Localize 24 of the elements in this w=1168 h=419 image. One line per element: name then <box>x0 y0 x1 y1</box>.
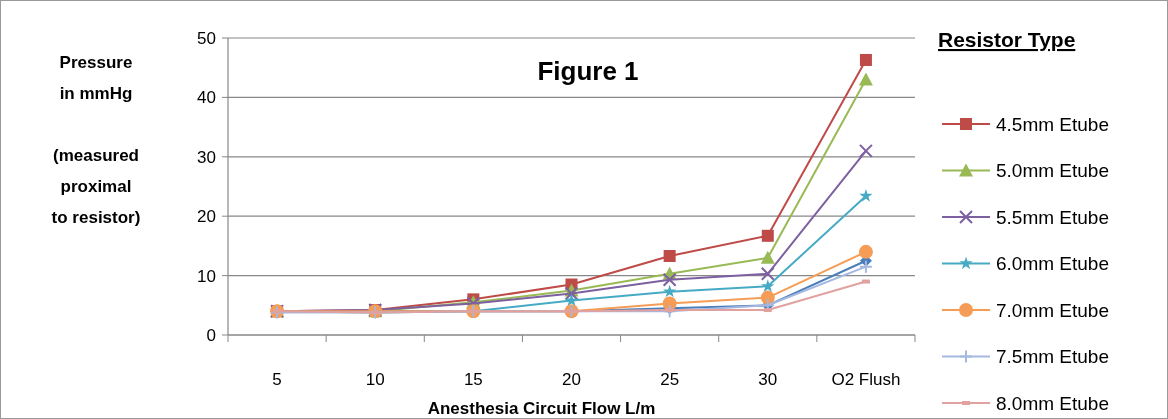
y-tick-label: 30 <box>197 147 216 167</box>
x-tick-label: 20 <box>562 370 581 389</box>
y-tick-label: 40 <box>197 88 216 108</box>
legend-label: 5.0mm Etube <box>996 160 1109 182</box>
legend-label: 6.0mm Etube <box>996 253 1109 275</box>
x-tick-label: 5 <box>272 370 282 389</box>
legend-label: 4.5mm Etube <box>996 113 1109 135</box>
x-axis-title: Anesthesia Circuit Flow L/m <box>427 399 656 418</box>
text: Pressure in mmHg (measured proximal to resistor) <box>51 53 141 227</box>
legend-title: Resistor Type <box>938 28 1076 51</box>
legend-label: 5.5mm Etube <box>996 206 1109 228</box>
x-tick-label: 25 <box>660 370 680 389</box>
x-tick-label: 15 <box>463 370 483 389</box>
text: Figure 1 <box>537 56 639 86</box>
legend-label: 7.0mm Etube <box>996 299 1109 321</box>
y-tick-label: 20 <box>197 207 216 227</box>
y-tick-label: 50 <box>197 28 216 48</box>
legend-label: 7.5mm Etube <box>996 346 1109 368</box>
x-tick-label: 10 <box>365 370 385 389</box>
y-tick-label: 10 <box>197 266 216 286</box>
x-tick-label: O2 Flush <box>831 370 901 389</box>
y-tick-label: 0 <box>206 325 216 345</box>
legend-label: 8.0mm Etube <box>996 392 1109 414</box>
x-tick-label: 30 <box>758 370 778 389</box>
